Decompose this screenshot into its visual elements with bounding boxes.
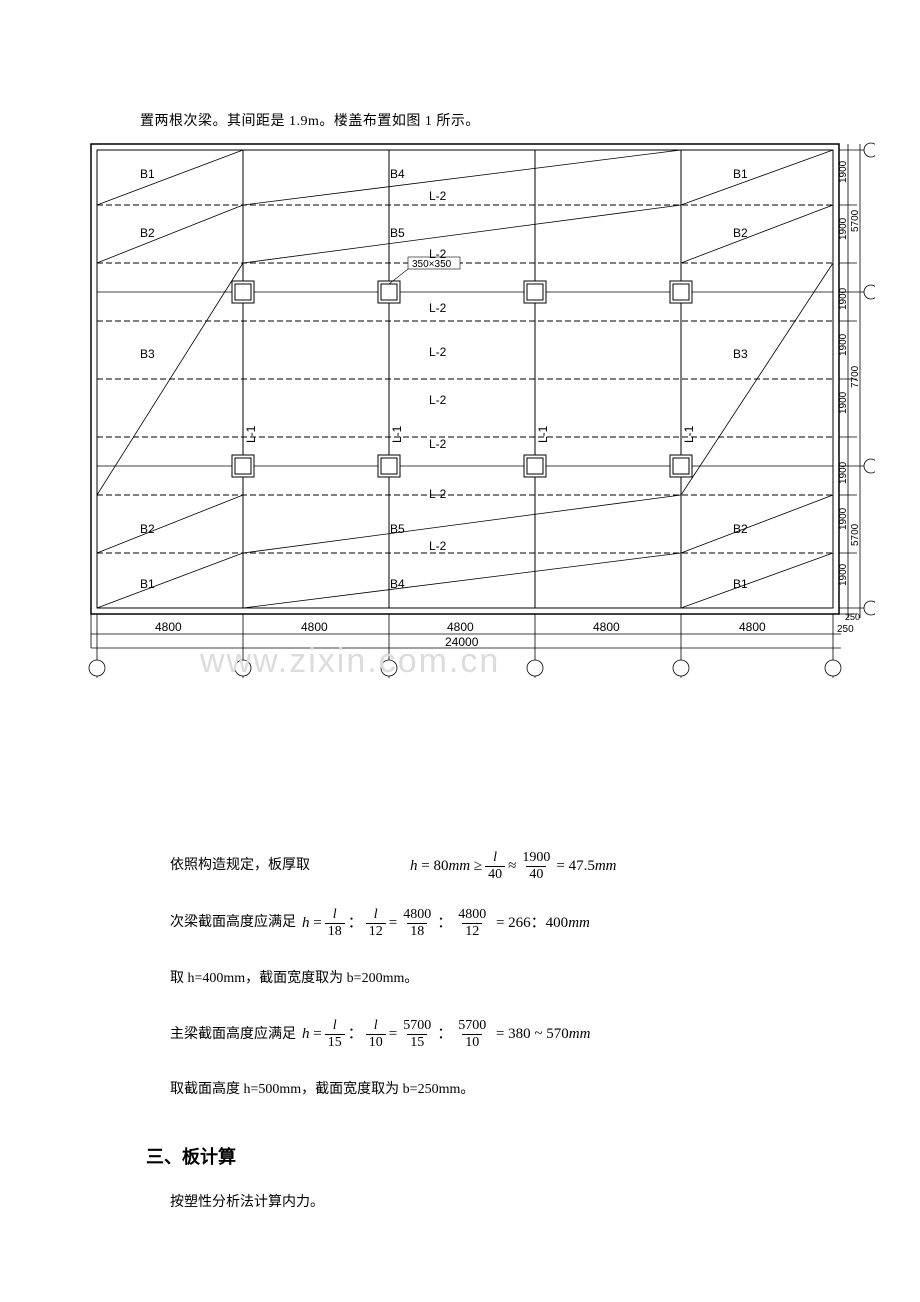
svg-text:1900: 1900 (838, 333, 849, 356)
section-heading-3: 三、板计算 (146, 1143, 920, 1169)
svg-text:3: 3 (386, 664, 392, 675)
svg-text:L-2: L-2 (429, 487, 447, 501)
svg-text:L-2: L-2 (429, 539, 447, 553)
svg-text:L-2: L-2 (429, 189, 447, 203)
svg-text:5: 5 (678, 664, 684, 675)
svg-text:1900: 1900 (838, 391, 849, 414)
svg-text:B1: B1 (733, 577, 748, 591)
calc-row-main-beam: 主梁截面高度应满足 h = l15 ： l10 = 570015 ： 57001… (170, 1015, 920, 1054)
svg-text:L-2: L-2 (429, 247, 447, 261)
svg-text:B5: B5 (390, 226, 405, 240)
svg-text:4800: 4800 (447, 620, 474, 634)
svg-text:L-2: L-2 (429, 393, 447, 407)
svg-text:24000: 24000 (445, 635, 479, 649)
svg-text:L-1: L-1 (536, 425, 550, 443)
svg-text:B2: B2 (733, 226, 748, 240)
calc-label: 主梁截面高度应满足 (170, 1017, 296, 1053)
svg-text:B: B (868, 462, 875, 473)
svg-text:4800: 4800 (301, 620, 328, 634)
svg-text:A: A (868, 604, 875, 615)
svg-text:7700: 7700 (850, 365, 861, 388)
svg-text:250: 250 (837, 624, 854, 635)
svg-text:1900: 1900 (838, 287, 849, 310)
svg-text:L-1: L-1 (390, 425, 404, 443)
svg-text:250: 250 (845, 612, 860, 622)
floor-plan-diagram: 350×350 B1 B2 B3 B2 B1 B4 B5 B5 B4 B1 B2… (85, 138, 875, 698)
svg-text:2: 2 (240, 664, 246, 675)
svg-text:4800: 4800 (155, 620, 182, 634)
calc-row-slab-thickness: 依照构造规定，板厚取 h = 80mm ≥ l40 ≈ 190040 = 47.… (170, 847, 920, 886)
svg-text:4800: 4800 (593, 620, 620, 634)
svg-text:D: D (868, 146, 875, 157)
svg-text:L-2: L-2 (429, 437, 447, 451)
calculation-block: 依照构造规定，板厚取 h = 80mm ≥ l40 ≈ 190040 = 47.… (170, 847, 920, 1109)
svg-text:B4: B4 (390, 577, 405, 591)
svg-text:6: 6 (830, 664, 836, 675)
svg-text:B1: B1 (140, 577, 155, 591)
svg-text:5700: 5700 (850, 209, 861, 232)
svg-text:B5: B5 (390, 522, 405, 536)
calc-label: 次梁截面高度应满足 (170, 905, 296, 941)
svg-text:B2: B2 (140, 226, 155, 240)
svg-text:4800: 4800 (739, 620, 766, 634)
svg-text:B1: B1 (140, 167, 155, 181)
svg-text:B1: B1 (733, 167, 748, 181)
body-text: 按塑性分析法计算内力。 (170, 1191, 920, 1211)
svg-text:5700: 5700 (850, 523, 861, 546)
svg-text:1: 1 (94, 664, 100, 675)
calc-label: 依照构造规定，板厚取 (170, 848, 310, 884)
svg-text:C: C (868, 288, 875, 299)
svg-text:1900: 1900 (838, 563, 849, 586)
svg-text:L-2: L-2 (429, 301, 447, 315)
page: 置两根次梁。其间距是 1.9m。楼盖布置如图 1 所示。 (0, 110, 920, 1211)
svg-text:L-2: L-2 (429, 345, 447, 359)
svg-text:1900: 1900 (838, 217, 849, 240)
svg-text:B4: B4 (390, 167, 405, 181)
svg-text:B3: B3 (733, 347, 748, 361)
svg-text:1900: 1900 (838, 507, 849, 530)
svg-text:L-1: L-1 (244, 425, 258, 443)
svg-text:4: 4 (532, 664, 538, 675)
calc-row-text: 取截面高度 h=500mm，截面宽度取为 b=250mm。 (170, 1072, 920, 1108)
calc-row-text: 取 h=400mm，截面宽度取为 b=200mm。 (170, 961, 920, 997)
svg-text:B2: B2 (733, 522, 748, 536)
intro-text: 置两根次梁。其间距是 1.9m。楼盖布置如图 1 所示。 (140, 110, 920, 130)
svg-text:B3: B3 (140, 347, 155, 361)
svg-text:1900: 1900 (838, 160, 849, 183)
calc-row-secondary-beam: 次梁截面高度应满足 h = l18 ： l12 = 480018 ： 48001… (170, 904, 920, 943)
svg-text:L-1: L-1 (682, 425, 696, 443)
svg-text:1900: 1900 (838, 461, 849, 484)
svg-text:B2: B2 (140, 522, 155, 536)
